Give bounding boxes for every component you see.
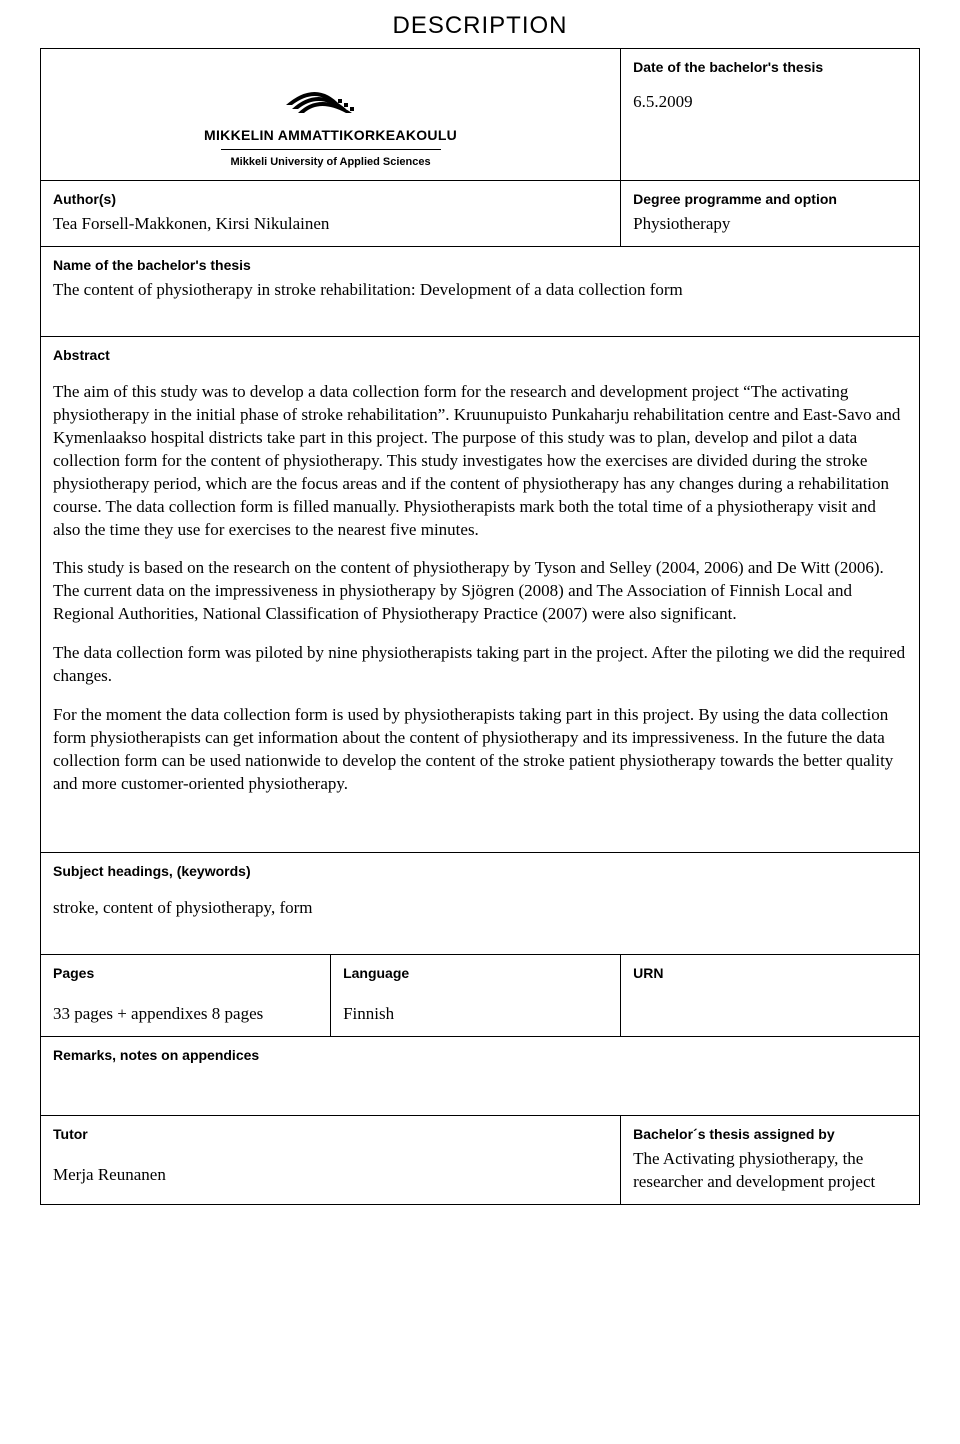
- date-cell: Date of the bachelor's thesis 6.5.2009: [621, 49, 920, 181]
- keywords-value: stroke, content of physiotherapy, form: [53, 898, 313, 917]
- thesis-name-label: Name of the bachelor's thesis: [53, 257, 907, 273]
- authors-label: Author(s): [53, 191, 608, 207]
- university-logo-icon: [276, 69, 386, 117]
- abstract-p3: The data collection form was piloted by …: [53, 642, 907, 688]
- assigned-by-cell: Bachelor´s thesis assigned by The Activa…: [621, 1115, 920, 1204]
- tutor-label: Tutor: [53, 1126, 608, 1142]
- authors-value: Tea Forsell-Makkonen, Kirsi Nikulainen: [53, 214, 329, 233]
- assigned-by-value: The Activating physiotherapy, the resear…: [633, 1149, 875, 1191]
- degree-cell: Degree programme and option Physiotherap…: [621, 181, 920, 247]
- remarks-label: Remarks, notes on appendices: [53, 1047, 907, 1063]
- authors-cell: Author(s) Tea Forsell-Makkonen, Kirsi Ni…: [41, 181, 621, 247]
- logo-divider: [221, 149, 441, 150]
- description-table: MIKKELIN AMMATTIKORKEAKOULU Mikkeli Univ…: [40, 48, 920, 1205]
- thesis-name-cell: Name of the bachelor's thesis The conten…: [41, 246, 920, 336]
- abstract-p1: The aim of this study was to develop a d…: [53, 381, 907, 542]
- tutor-cell: Tutor Merja Reunanen: [41, 1115, 621, 1204]
- date-value: 6.5.2009: [633, 92, 693, 111]
- pages-value: 33 pages + appendixes 8 pages: [53, 1004, 263, 1023]
- abstract-p2: This study is based on the research on t…: [53, 557, 907, 626]
- org-name: MIKKELIN AMMATTIKORKEAKOULU: [53, 127, 608, 143]
- language-cell: Language Finnish: [331, 954, 621, 1036]
- pages-label: Pages: [53, 965, 318, 981]
- remarks-cell: Remarks, notes on appendices: [41, 1036, 920, 1115]
- date-label: Date of the bachelor's thesis: [633, 59, 907, 75]
- abstract-text: The aim of this study was to develop a d…: [53, 381, 907, 796]
- language-label: Language: [343, 965, 608, 981]
- abstract-p4: For the moment the data collection form …: [53, 704, 907, 796]
- logo-cell: MIKKELIN AMMATTIKORKEAKOULU Mikkeli Univ…: [41, 49, 621, 181]
- abstract-label: Abstract: [53, 347, 907, 363]
- abstract-cell: Abstract The aim of this study was to de…: [41, 336, 920, 852]
- tutor-value: Merja Reunanen: [53, 1165, 166, 1184]
- urn-label: URN: [633, 965, 907, 981]
- thesis-name-value: The content of physiotherapy in stroke r…: [53, 280, 683, 299]
- language-value: Finnish: [343, 1004, 394, 1023]
- page-container: DESCRIPTION MIKKELIN AMMATTIKORKEAKOULU: [0, 0, 960, 1235]
- keywords-label: Subject headings, (keywords): [53, 863, 907, 879]
- org-sub: Mikkeli University of Applied Sciences: [53, 156, 608, 168]
- urn-cell: URN: [621, 954, 920, 1036]
- pages-cell: Pages 33 pages + appendixes 8 pages: [41, 954, 331, 1036]
- keywords-cell: Subject headings, (keywords) stroke, con…: [41, 852, 920, 954]
- assigned-by-label: Bachelor´s thesis assigned by: [633, 1126, 907, 1142]
- degree-label: Degree programme and option: [633, 191, 907, 207]
- page-title: DESCRIPTION: [40, 12, 920, 40]
- degree-value: Physiotherapy: [633, 214, 730, 233]
